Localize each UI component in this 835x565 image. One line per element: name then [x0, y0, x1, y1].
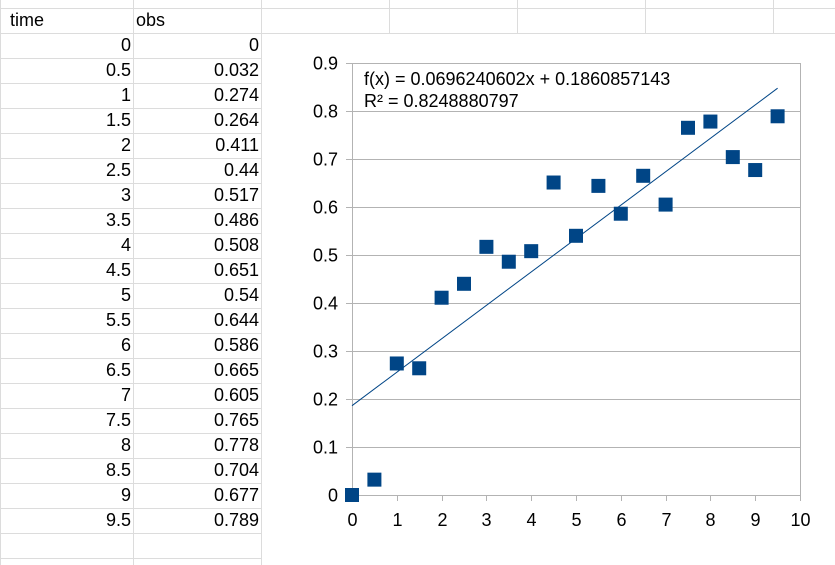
y-tick-label: 0.7	[313, 150, 338, 170]
cell-obs[interactable]: 0.486	[213, 210, 259, 230]
y-tick-label: 0.4	[313, 294, 338, 314]
y-tick-label: 0.8	[313, 102, 338, 122]
x-tick-label: 5	[571, 510, 581, 530]
data-point	[501, 254, 516, 269]
y-tick-label: 0.3	[313, 342, 338, 362]
y-tick-label: 0.1	[313, 438, 338, 458]
cell-time[interactable]: 1.5	[105, 110, 131, 130]
chart-axes	[346, 63, 801, 501]
data-point	[681, 120, 695, 135]
cell-time[interactable]: 9.5	[105, 510, 131, 530]
x-tick-label: 8	[705, 510, 715, 530]
cell-obs[interactable]: 0.411	[215, 135, 259, 155]
header-obs[interactable]: obs	[136, 10, 166, 30]
header-time[interactable]: time	[10, 10, 45, 30]
y-tick-label: 0	[328, 486, 338, 506]
x-tick-label: 2	[437, 510, 447, 530]
data-point	[546, 175, 561, 190]
cell-time[interactable]: 8	[120, 435, 131, 455]
cell-time[interactable]: 7.5	[105, 410, 131, 430]
cell-obs[interactable]: 0.789	[213, 510, 259, 530]
cell-time[interactable]: 5.5	[105, 310, 131, 330]
cell-obs[interactable]: 0.651	[213, 260, 259, 280]
cell-obs[interactable]: 0	[248, 35, 259, 55]
cell-time[interactable]: 6.5	[105, 360, 131, 380]
cell-obs[interactable]: 0.605	[213, 385, 259, 405]
cell-obs[interactable]: 0.517	[213, 185, 259, 205]
x-tick-label: 3	[481, 510, 491, 530]
cell-obs[interactable]: 0.508	[213, 235, 259, 255]
data-point	[703, 114, 718, 129]
chart-points	[345, 109, 785, 502]
data-point	[569, 228, 583, 243]
cell-time[interactable]: 4.5	[105, 260, 131, 280]
trendline-r-squared: R² = 0.8248880797	[364, 91, 519, 111]
cell-time[interactable]: 2	[120, 135, 131, 155]
cell-time[interactable]: 5	[120, 285, 131, 305]
chart-background	[262, 34, 835, 565]
data-point	[524, 244, 539, 259]
data-point	[770, 109, 785, 124]
cell-obs[interactable]: 0.274	[213, 85, 259, 105]
cell-time[interactable]: 2.5	[105, 160, 131, 180]
trendline-equation: f(x) = 0.0696240602x + 0.1860857143	[364, 69, 670, 89]
cell-obs[interactable]: 0.704	[213, 460, 259, 480]
cell-obs[interactable]: 0.765	[213, 410, 259, 430]
cell-obs[interactable]: 0.677	[213, 485, 259, 505]
cell-time[interactable]: 7	[120, 385, 131, 405]
trendline	[351, 87, 778, 407]
data-point	[457, 276, 471, 291]
cell-time[interactable]: 8.5	[105, 460, 131, 480]
y-tick-label: 0.9	[313, 54, 338, 74]
cell-time[interactable]: 1	[120, 85, 131, 105]
cell-time[interactable]: 9	[120, 485, 131, 505]
cell-obs[interactable]: 0.665	[213, 360, 259, 380]
cell-obs[interactable]: 0.778	[213, 435, 259, 455]
cell-time[interactable]: 4	[120, 235, 131, 255]
data-point	[748, 163, 763, 178]
chart-labels: f(x) = 0.0696240602x + 0.1860857143 R² =…	[313, 54, 811, 531]
x-tick-label: 9	[750, 510, 760, 530]
data-point	[725, 150, 740, 165]
data-point	[345, 488, 359, 502]
cell-time[interactable]: 3	[120, 185, 131, 205]
cell-time[interactable]: 3.5	[105, 210, 131, 230]
chart-trendline	[351, 87, 778, 407]
data-point	[389, 356, 404, 371]
x-tick-label: 4	[526, 510, 536, 530]
data-point	[367, 472, 382, 487]
data-point	[636, 168, 651, 183]
x-tick-label: 1	[392, 510, 402, 530]
y-tick-label: 0.5	[313, 246, 338, 266]
data-point	[412, 361, 427, 376]
data-point	[613, 206, 628, 221]
x-tick-label: 0	[347, 510, 357, 530]
data-point	[479, 239, 494, 254]
cell-time[interactable]: 0.5	[105, 60, 131, 80]
chart-gridlines	[352, 63, 800, 496]
x-tick-label: 7	[661, 510, 671, 530]
cell-obs[interactable]: 0.644	[213, 310, 259, 330]
data-point	[434, 290, 449, 305]
x-tick-label: 6	[616, 510, 626, 530]
y-tick-label: 0.6	[313, 198, 338, 218]
cell-obs[interactable]: 0.264	[213, 110, 259, 130]
cell-obs[interactable]: 0.54	[223, 285, 259, 305]
x-tick-label: 10	[790, 510, 810, 530]
cell-obs[interactable]: 0.032	[213, 60, 259, 80]
cell-time[interactable]: 0	[120, 35, 131, 55]
data-point	[658, 197, 673, 212]
cell-obs[interactable]: 0.586	[213, 335, 259, 355]
cell-obs[interactable]: 0.44	[223, 160, 259, 180]
cell-time[interactable]: 6	[120, 335, 131, 355]
y-tick-label: 0.2	[313, 390, 338, 410]
data-point	[591, 178, 606, 193]
